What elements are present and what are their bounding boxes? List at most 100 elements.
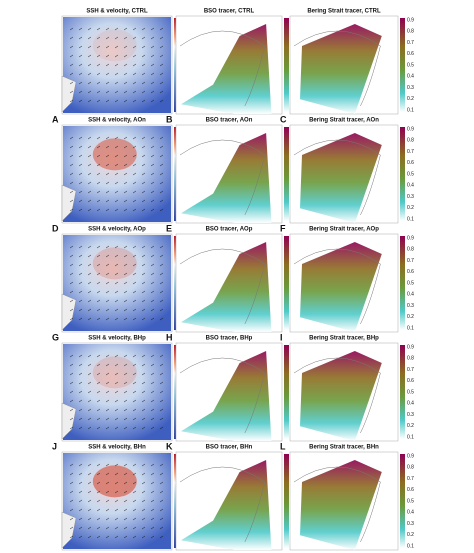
colorbar-tick-label: 0.9 [407, 126, 414, 132]
velocity-arrow [123, 426, 128, 430]
velocity-arrow [123, 499, 128, 503]
colorbar [400, 18, 405, 112]
velocity-arrow [141, 72, 146, 76]
velocity-arrow [105, 27, 110, 31]
velocity-arrow [96, 81, 101, 85]
velocity-arrow [150, 136, 155, 140]
colorbar-tick-label: 0.8 [407, 138, 414, 144]
velocity-arrow [87, 99, 92, 103]
velocity-arrow [78, 45, 83, 49]
velocity-arrow [159, 390, 164, 394]
panel-letter: E [166, 223, 172, 233]
velocity-arrow [69, 45, 74, 49]
velocity-arrow [87, 181, 92, 185]
velocity-arrow [123, 526, 128, 530]
coastline [179, 139, 266, 216]
coastline [293, 466, 381, 543]
panel-title: SSH & velocity, AOp [88, 227, 146, 233]
velocity-arrow [159, 481, 164, 485]
velocity-arrow [132, 90, 137, 94]
velocity-arrow [105, 408, 110, 412]
colorbar-tick-label: 0.3 [407, 412, 414, 418]
velocity-arrow [150, 145, 155, 149]
velocity-arrow [105, 417, 110, 421]
colorbar [284, 236, 289, 330]
velocity-arrow [159, 245, 164, 249]
tracer-field [181, 133, 272, 223]
velocity-arrow [141, 372, 146, 376]
velocity-arrow [78, 99, 83, 103]
velocity-arrow [69, 145, 74, 149]
velocity-arrow [159, 517, 164, 521]
velocity-arrow [132, 99, 137, 103]
velocity-arrow [69, 163, 74, 167]
velocity-arrow [105, 381, 110, 385]
velocity-arrow [96, 145, 101, 149]
velocity-arrow [123, 481, 128, 485]
velocity-arrow [141, 181, 146, 185]
colorbar-tick-label: 0.2 [407, 314, 414, 320]
velocity-arrow [69, 481, 74, 485]
velocity-arrow [159, 36, 164, 40]
land [61, 75, 77, 113]
velocity-arrow [78, 508, 83, 512]
velocity-arrow [132, 72, 137, 76]
colorbar-tick-label: 0.8 [407, 465, 414, 471]
colorbar-tick-label: 0.1 [407, 107, 414, 113]
velocity-arrow [123, 72, 128, 76]
velocity-arrow [87, 535, 92, 539]
velocity-arrow [69, 245, 74, 249]
velocity-arrow [123, 354, 128, 358]
colorbar-tick-label: 0.3 [407, 521, 414, 527]
velocity-arrow [159, 45, 164, 49]
velocity-arrow [141, 317, 146, 321]
velocity-arrow [141, 481, 146, 485]
velocity-arrow [150, 535, 155, 539]
velocity-arrow [87, 163, 92, 167]
panel-title: Bering Strait tracer, AOn [309, 118, 379, 124]
velocity-arrow [114, 526, 119, 530]
velocity-arrow [141, 390, 146, 394]
velocity-arrow [105, 526, 110, 530]
ssh-field [63, 17, 171, 113]
velocity-arrow [105, 90, 110, 94]
velocity-arrow [141, 208, 146, 212]
velocity-arrow [78, 317, 83, 321]
velocity-arrow [150, 299, 155, 303]
velocity-arrow [150, 472, 155, 476]
velocity-arrow [150, 463, 155, 467]
velocity-arrow [69, 472, 74, 476]
velocity-arrow [87, 363, 92, 367]
velocity-arrow [78, 245, 83, 249]
colorbar [400, 127, 405, 221]
velocity-arrow [105, 208, 110, 212]
coastline [293, 30, 381, 107]
velocity-arrow [159, 499, 164, 503]
velocity-arrow [141, 163, 146, 167]
velocity-arrow [150, 208, 155, 212]
velocity-arrow [69, 90, 74, 94]
panel-letter: B [166, 114, 173, 124]
velocity-arrow [78, 145, 83, 149]
velocity-arrow [150, 63, 155, 67]
colorbar-tick-label: 0.4 [407, 292, 414, 298]
velocity-arrow [78, 363, 83, 367]
colorbar-tick-label: 0.2 [407, 532, 414, 538]
colorbar-tick-label: 0.4 [407, 510, 414, 516]
velocity-arrow [159, 372, 164, 376]
colorbar-tick-label: 0.6 [407, 269, 414, 275]
panel-title: Bering Strait tracer, BHn [309, 445, 379, 451]
panel-letter: K [166, 441, 173, 451]
velocity-arrow [141, 354, 146, 358]
colorbar [400, 345, 405, 439]
velocity-arrow [96, 372, 101, 376]
velocity-arrow [159, 317, 164, 321]
velocity-arrow [105, 508, 110, 512]
velocity-arrow [96, 290, 101, 294]
velocity-arrow [96, 472, 101, 476]
velocity-arrow [114, 163, 119, 167]
velocity-arrow [87, 72, 92, 76]
velocity-arrow [159, 136, 164, 140]
velocity-arrow [159, 426, 164, 430]
velocity-arrow [132, 263, 137, 267]
